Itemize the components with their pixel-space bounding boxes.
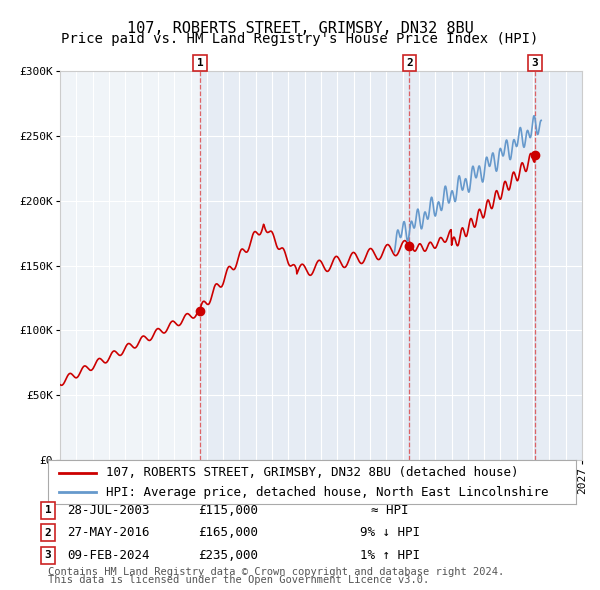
Bar <box>200 71 409 460</box>
Text: 2: 2 <box>44 528 52 537</box>
Text: 1% ↑ HPI: 1% ↑ HPI <box>360 549 420 562</box>
Text: 1: 1 <box>197 58 203 68</box>
Text: 9% ↓ HPI: 9% ↓ HPI <box>360 526 420 539</box>
Text: This data is licensed under the Open Government Licence v3.0.: This data is licensed under the Open Gov… <box>48 575 429 585</box>
Text: 1: 1 <box>44 506 52 515</box>
Text: 2: 2 <box>406 58 413 68</box>
Text: 107, ROBERTS STREET, GRIMSBY, DN32 8BU (detached house): 107, ROBERTS STREET, GRIMSBY, DN32 8BU (… <box>106 466 518 479</box>
Text: Contains HM Land Registry data © Crown copyright and database right 2024.: Contains HM Land Registry data © Crown c… <box>48 567 504 577</box>
Text: £165,000: £165,000 <box>198 526 258 539</box>
Text: 09-FEB-2024: 09-FEB-2024 <box>67 549 149 562</box>
Text: £115,000: £115,000 <box>198 504 258 517</box>
Text: 28-JUL-2003: 28-JUL-2003 <box>67 504 149 517</box>
Bar <box>535 71 582 460</box>
Text: ≈ HPI: ≈ HPI <box>371 504 409 517</box>
Text: 3: 3 <box>532 58 538 68</box>
Text: 107, ROBERTS STREET, GRIMSBY, DN32 8BU: 107, ROBERTS STREET, GRIMSBY, DN32 8BU <box>127 21 473 35</box>
Text: Price paid vs. HM Land Registry's House Price Index (HPI): Price paid vs. HM Land Registry's House … <box>61 32 539 47</box>
Text: HPI: Average price, detached house, North East Lincolnshire: HPI: Average price, detached house, Nort… <box>106 486 548 499</box>
Text: 3: 3 <box>44 550 52 560</box>
Text: £235,000: £235,000 <box>198 549 258 562</box>
Text: 27-MAY-2016: 27-MAY-2016 <box>67 526 149 539</box>
Bar <box>409 71 535 460</box>
